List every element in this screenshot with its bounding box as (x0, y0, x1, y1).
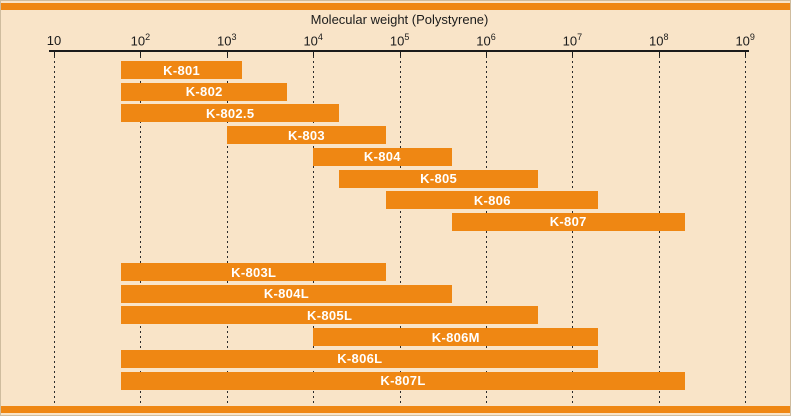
range-bar-k-803: K-803 (226, 126, 387, 145)
bar-label: K-806L (337, 351, 383, 367)
axis-tick-label: 109 (735, 32, 755, 49)
range-bar-k-804: K-804 (313, 147, 452, 166)
x-axis-line (49, 50, 749, 52)
axis-tick-mark (313, 52, 315, 56)
axis-tick-mark (54, 52, 55, 56)
bar-label: K-805 (420, 171, 458, 186)
axis-tick-mark (658, 52, 660, 56)
axis-tick-label: 102 (130, 32, 151, 49)
bar-label: K-802 (185, 84, 223, 100)
axis-tick-label: 10 (46, 33, 62, 48)
top-orange-rule (1, 3, 790, 10)
decade-gridline (140, 56, 142, 403)
bar-label: K-805L (307, 307, 353, 323)
axis-tick-mark (226, 52, 228, 56)
axis-tick-label: 106 (476, 32, 496, 49)
decade-gridline (313, 56, 315, 403)
range-bar-k-802: K-802 (121, 82, 288, 101)
axis-tick-mark (399, 52, 401, 56)
range-bar-k-805: K-805 (339, 169, 538, 188)
bar-label: K-806M (431, 329, 480, 345)
range-bar-k-804l: K-804L (121, 284, 452, 303)
chart-title: Molecular weight (Polystyrene) (310, 12, 489, 27)
bar-label: K-803L (231, 264, 277, 280)
range-bar-k-801: K-801 (121, 61, 242, 79)
bar-label: K-806 (473, 192, 511, 208)
axis-tick-label: 103 (217, 32, 237, 49)
bar-label: K-802.5 (206, 105, 255, 121)
range-bar-k-806l: K-806L (121, 349, 599, 368)
range-bar-k-806m: K-806M (313, 328, 599, 347)
axis-tick-label: 108 (649, 32, 669, 49)
range-bar-k-806: K-806 (386, 191, 599, 210)
axis-tick-mark (745, 52, 747, 56)
range-bar-k-807l: K-807L (121, 371, 685, 390)
axis-tick-mark (140, 52, 142, 56)
decade-gridline (54, 56, 55, 403)
axis-tick-mark (572, 52, 574, 56)
bar-label: K-807L (380, 373, 426, 388)
bottom-orange-rule (1, 406, 790, 413)
bar-label: K-803 (288, 127, 325, 143)
bar-label: K-804L (263, 286, 309, 302)
bar-label: K-807 (549, 214, 587, 230)
range-bar-k-805l: K-805L (121, 306, 538, 325)
axis-tick-label: 105 (389, 32, 410, 49)
axis-tick-mark (486, 52, 487, 56)
axis-tick-label: 104 (303, 32, 323, 49)
bar-label: K-804 (363, 149, 401, 165)
range-bar-k-802.5: K-802.5 (121, 104, 340, 123)
decade-gridline (226, 56, 228, 403)
axis-tick-label: 107 (562, 32, 583, 49)
bar-label: K-801 (163, 62, 201, 78)
decade-gridline (399, 56, 401, 403)
range-bar-k-803l: K-803L (121, 263, 387, 281)
decade-gridline (745, 56, 747, 403)
range-bar-k-807: K-807 (451, 212, 685, 231)
